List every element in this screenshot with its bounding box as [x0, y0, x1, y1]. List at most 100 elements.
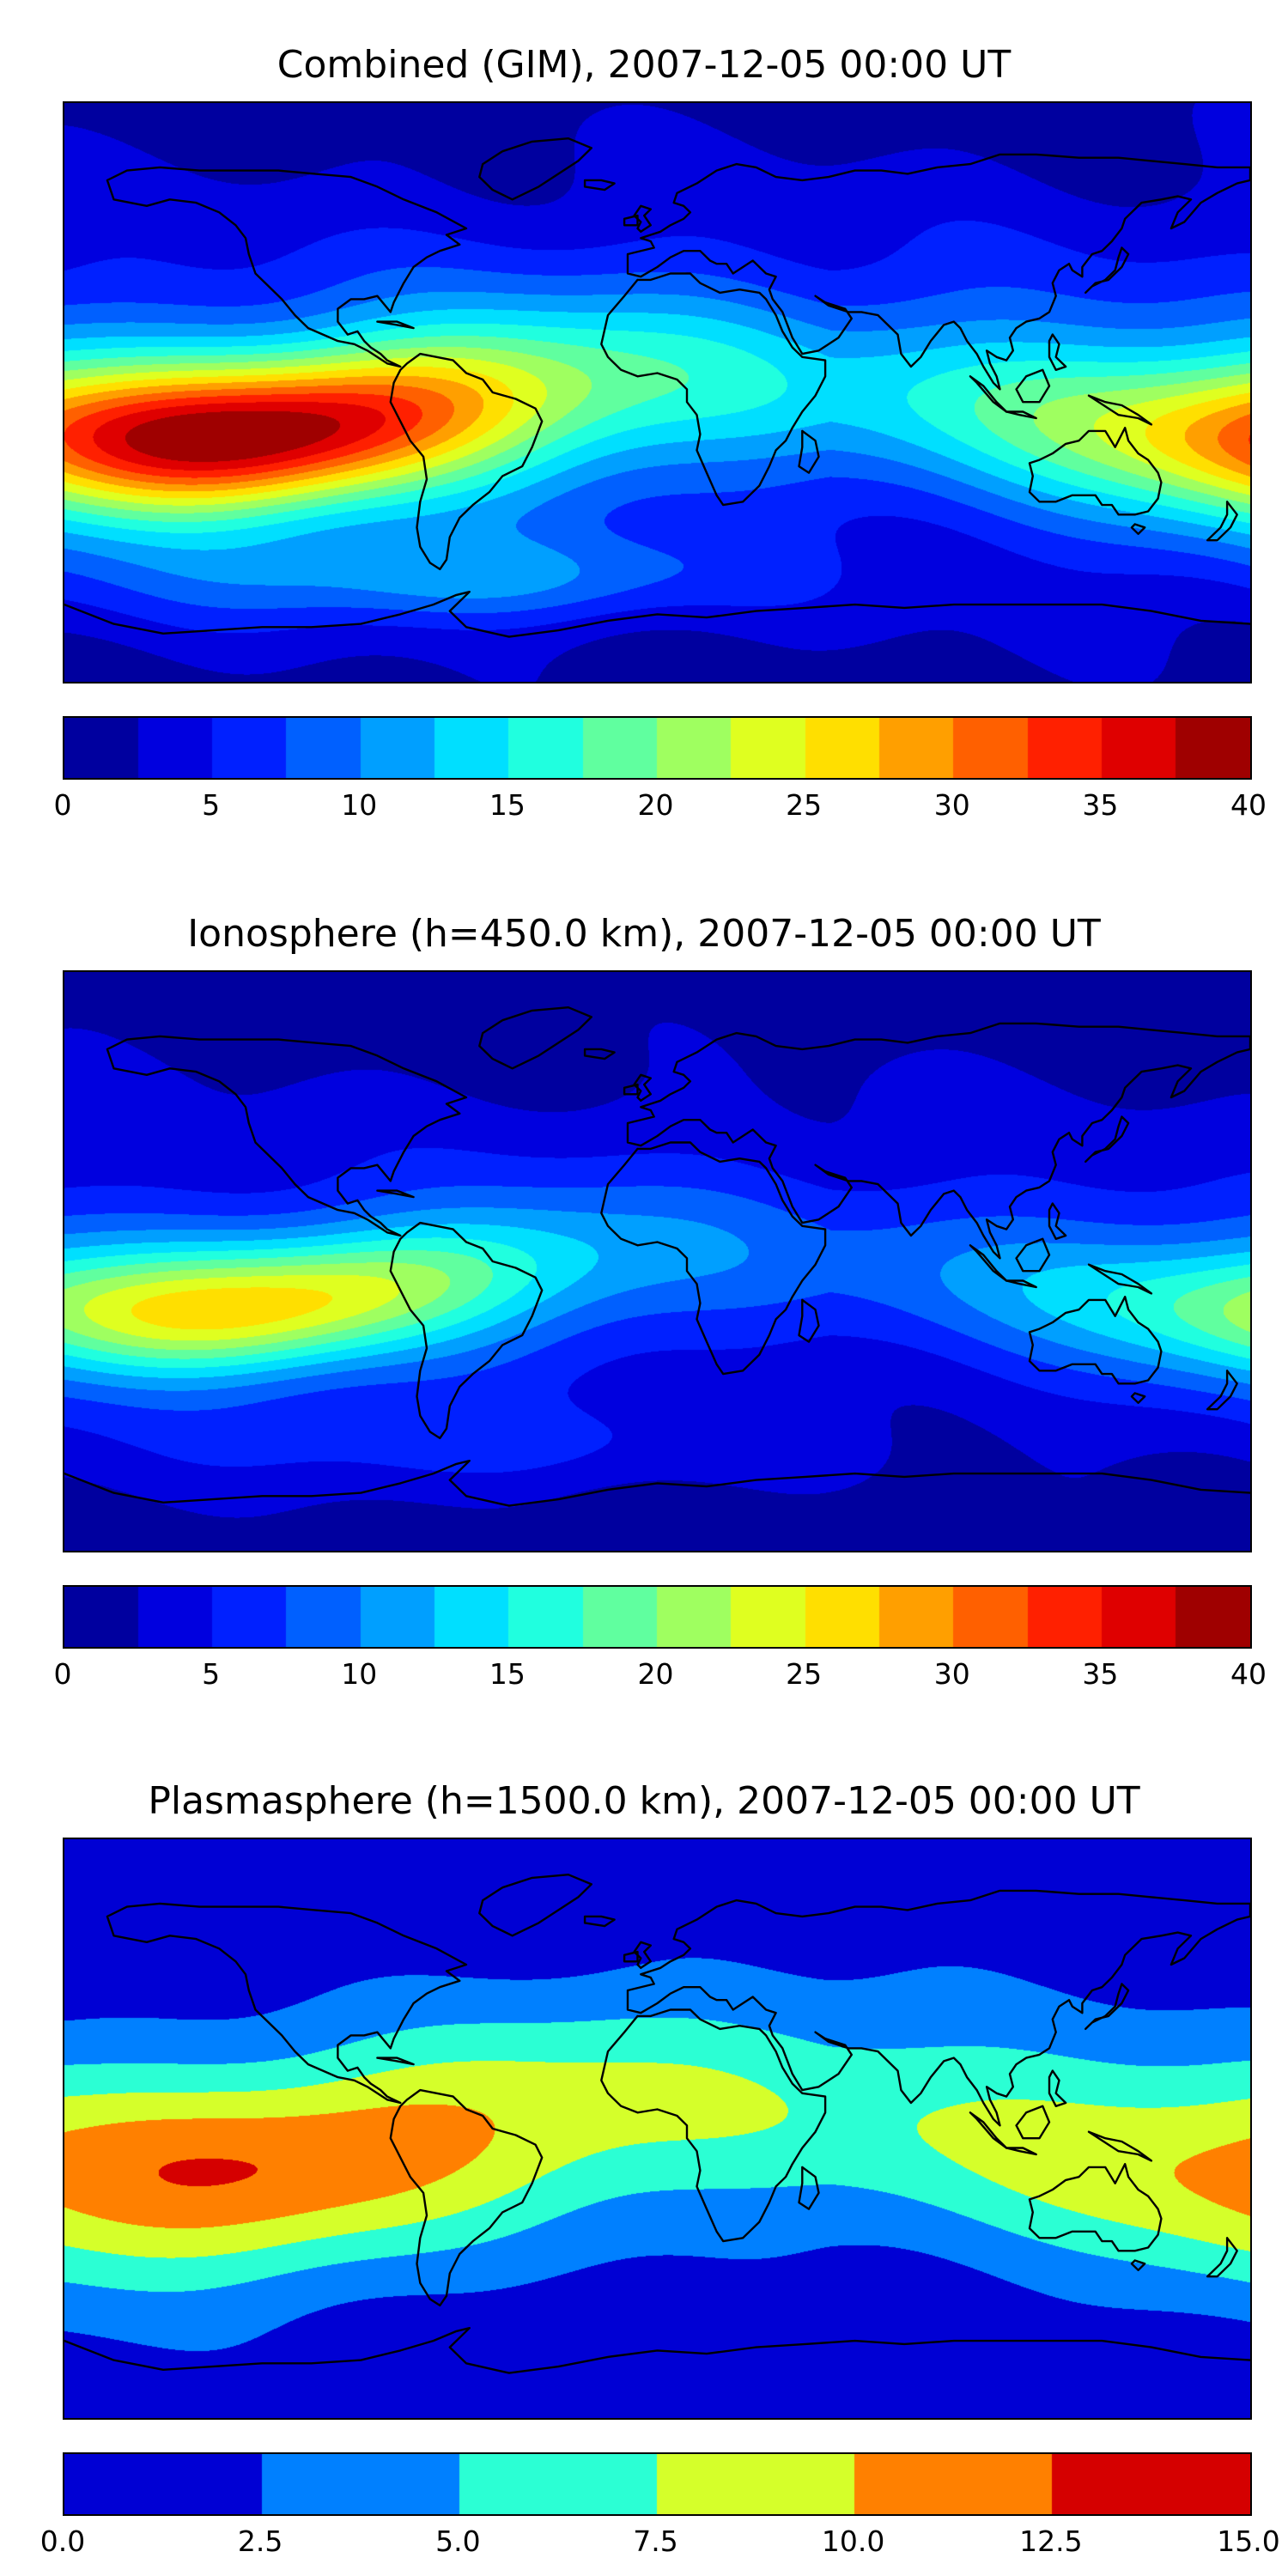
field-canvas-0	[64, 103, 1250, 682]
coastline-java	[1005, 410, 1037, 420]
colorbar-tick-label: 7.5	[633, 2524, 678, 2558]
tick-row-2: 0.0 2.5 5.0 7.5 10.0 12.5 15.0	[40, 2524, 1280, 2564]
colorbar-tick-label: 10	[341, 788, 378, 822]
coastline-south-america	[389, 2088, 544, 2307]
coastline-africa	[600, 1141, 827, 1376]
coastline-australia	[1028, 427, 1163, 516]
coastline-greenland	[478, 1006, 592, 1070]
map-combined	[63, 101, 1252, 683]
coastline-cuba	[376, 320, 415, 330]
coastline-antarctica	[64, 591, 1250, 638]
coastline-iceland	[583, 179, 616, 191]
coastline-north-america	[106, 166, 468, 368]
coastline-madagascar	[798, 1298, 820, 1343]
coastline-new-zealand	[1206, 501, 1238, 542]
panel-plasmasphere: Plasmasphere (h=1500.0 km), 2007-12-05 0…	[0, 1771, 1288, 2576]
coastline-iceland	[583, 1048, 616, 1060]
coastlines-0	[64, 137, 1250, 638]
colorbar-tick-label: 5.0	[435, 2524, 481, 2558]
field-canvas-1	[64, 972, 1250, 1551]
coastline-north-america	[106, 1902, 468, 2105]
panel-combined: Combined (GIM), 2007-12-05 00:00 UT 0 5 10…	[0, 34, 1288, 859]
colorbar-tick-label: 0.0	[39, 2524, 86, 2558]
colorbar-tick-label: 40	[1230, 788, 1267, 822]
colorbar-frame-plasmasphere	[63, 2452, 1252, 2516]
coastline-borneo	[1015, 1237, 1051, 1273]
colorbar-tick-label: 20	[637, 788, 674, 822]
field-canvas-2	[64, 1839, 1250, 2418]
colorbar-canvas-0	[64, 718, 1250, 778]
coastline-north-america	[106, 1035, 468, 1237]
colorbar-tick-label: 12.5	[1019, 2524, 1083, 2558]
colorbar-tick-label: 25	[786, 788, 823, 822]
coastline-japan	[1084, 246, 1130, 295]
colorbar-tick-label: 0	[53, 1657, 72, 1691]
coastline-borneo	[1015, 368, 1051, 404]
map-ionosphere	[63, 970, 1252, 1552]
colorbar-tick-label: 5	[202, 788, 221, 822]
coastline-greenland	[478, 137, 592, 201]
coastline-tasmania	[1130, 523, 1146, 535]
colorbar-frame-ionosphere	[63, 1585, 1252, 1649]
colorbar-tick-label: 15	[489, 1657, 526, 1691]
coastline-south-america	[389, 352, 544, 571]
coastline-java	[1005, 1279, 1037, 1289]
colorbar-tick-label: 20	[637, 1657, 674, 1691]
panel-title-plasmasphere: Plasmasphere (h=1500.0 km), 2007-12-05 0…	[148, 1779, 1140, 1823]
coastline-new-guinea	[1087, 1263, 1153, 1295]
coastline-united-kingdom	[633, 204, 652, 234]
tick-row-1: 0 5 10 15 20 25 30 35 40	[54, 1657, 1267, 1697]
colorbar-tick-label: 10	[341, 1657, 378, 1691]
coastline-philippines	[1048, 333, 1067, 371]
colorbar-tick-label: 35	[1082, 788, 1119, 822]
coastline-tasmania	[1130, 2259, 1146, 2271]
colorbar-canvas-2	[64, 2454, 1250, 2514]
coastline-japan	[1084, 1983, 1130, 2031]
coastlines-2	[64, 1874, 1250, 2374]
colorbar-tick-label: 2.5	[237, 2524, 283, 2558]
coastline-philippines	[1048, 2069, 1067, 2107]
coastline-ireland	[623, 214, 639, 227]
map-plasmasphere	[63, 1838, 1252, 2420]
coastline-madagascar	[798, 429, 820, 474]
coastline-java	[1005, 2147, 1037, 2156]
coastline-africa	[600, 272, 827, 507]
coastline-sumatra	[969, 375, 1008, 413]
coastline-iceland	[583, 1915, 616, 1928]
panel-ionosphere: Ionosphere (h=450.0 km), 2007-12-05 00:0…	[0, 903, 1288, 1728]
coastline-antarctica	[64, 2327, 1250, 2374]
colorbar-tick-label: 25	[786, 1657, 823, 1691]
coastline-south-america	[389, 1221, 544, 1440]
coastline-philippines	[1048, 1202, 1067, 1240]
panel-title-combined: Combined (GIM), 2007-12-05 00:00 UT	[276, 43, 1012, 87]
colorbar-tick-label: 40	[1230, 1657, 1267, 1691]
coastline-cuba	[376, 1189, 415, 1199]
coastlines-1	[64, 1006, 1250, 1507]
coastline-africa	[600, 2008, 827, 2243]
coastline-ireland	[623, 1083, 639, 1096]
coastline-greenland	[478, 1874, 592, 1937]
colorbar-canvas-1	[64, 1587, 1250, 1647]
coastline-australia	[1028, 2163, 1163, 2252]
panel-title-ionosphere: Ionosphere (h=450.0 km), 2007-12-05 00:0…	[187, 912, 1101, 956]
colorbar-tick-label: 0	[53, 788, 72, 822]
coastline-eurasia	[626, 1022, 1250, 1260]
coastline-japan	[1084, 1115, 1130, 1163]
coastline-antarctica	[64, 1460, 1250, 1507]
colorbar-tick-label: 35	[1082, 1657, 1119, 1691]
colorbar-tick-label: 30	[933, 1657, 970, 1691]
coastline-new-guinea	[1087, 2130, 1153, 2162]
colorbar-frame-combined	[63, 716, 1252, 780]
coastline-cuba	[376, 2057, 415, 2066]
coastline-sumatra	[969, 1244, 1008, 1282]
coastline-sumatra	[969, 2111, 1008, 2149]
coastline-new-zealand	[1206, 1370, 1238, 1411]
coastline-ireland	[623, 1950, 639, 1963]
coastline-united-kingdom	[633, 1941, 652, 1970]
colorbar-tick-label: 5	[202, 1657, 221, 1691]
coastline-tasmania	[1130, 1392, 1146, 1404]
coastline-eurasia	[626, 153, 1250, 391]
colorbar-tick-label: 15.0	[1217, 2524, 1280, 2558]
coastline-eurasia	[626, 1889, 1250, 2127]
